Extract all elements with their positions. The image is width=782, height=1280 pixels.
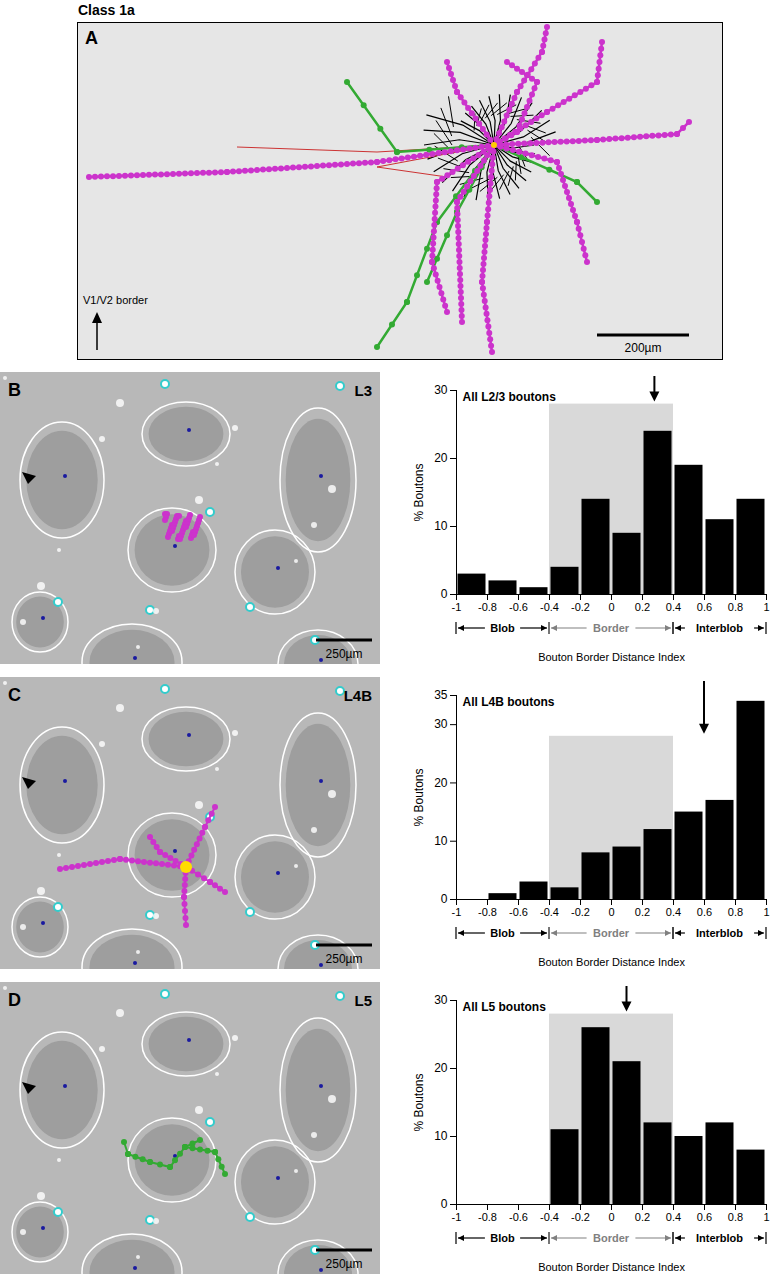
svg-text:35: 35 [434,688,448,702]
svg-text:-0.6: -0.6 [509,1211,528,1223]
svg-text:All L4B boutons: All L4B boutons [463,695,555,709]
svg-text:All L5 boutons: All L5 boutons [463,1000,547,1014]
svg-text:0.2: 0.2 [635,906,650,918]
svg-text:0: 0 [608,906,614,918]
svg-text:0.4: 0.4 [666,1211,681,1223]
svg-text:Blob: Blob [490,622,515,634]
svg-text:% Boutons: % Boutons [412,463,426,521]
svg-text:250µm: 250µm [326,1257,363,1271]
svg-text:10: 10 [434,1129,448,1143]
svg-text:B: B [8,380,21,400]
svg-text:20: 20 [434,776,448,790]
svg-text:1: 1 [763,601,769,613]
svg-text:0.6: 0.6 [697,601,712,613]
svg-text:0: 0 [608,1211,614,1223]
svg-text:30: 30 [434,383,448,397]
svg-text:1: 1 [763,906,769,918]
svg-text:% Boutons: % Boutons [412,768,426,826]
svg-text:0.6: 0.6 [697,1211,712,1223]
svg-text:0: 0 [608,601,614,613]
svg-text:30: 30 [434,717,448,731]
svg-text:-0.8: -0.8 [478,906,497,918]
svg-text:-0.8: -0.8 [478,1211,497,1223]
svg-text:0: 0 [441,892,448,906]
svg-text:L3: L3 [354,382,372,399]
svg-text:Border: Border [593,622,630,634]
svg-text:10: 10 [434,519,448,533]
svg-text:-0.4: -0.4 [540,1211,559,1223]
svg-text:Border: Border [593,1232,630,1244]
svg-text:0.2: 0.2 [635,601,650,613]
svg-text:0.8: 0.8 [728,906,743,918]
svg-text:0.8: 0.8 [728,1211,743,1223]
svg-text:Border: Border [593,927,630,939]
svg-text:1: 1 [763,1211,769,1223]
svg-text:Bouton Border Distance Index: Bouton Border Distance Index [538,1261,685,1273]
svg-text:Blob: Blob [490,927,515,939]
html-text:Class 1a: Class 1a [78,2,135,18]
svg-text:0.4: 0.4 [666,601,681,613]
svg-text:250µm: 250µm [326,647,363,661]
svg-text:20: 20 [434,1061,448,1075]
svg-text:All L2/3 boutons: All L2/3 boutons [463,390,557,404]
svg-text:-0.2: -0.2 [571,601,590,613]
svg-text:-0.6: -0.6 [509,601,528,613]
svg-text:V1/V2 border: V1/V2 border [83,294,148,306]
svg-text:-1: -1 [452,601,462,613]
svg-text:-0.2: -0.2 [571,906,590,918]
svg-text:10: 10 [434,834,448,848]
svg-text:Bouton Border Distance Index: Bouton Border Distance Index [538,651,685,663]
svg-text:-0.4: -0.4 [540,906,559,918]
svg-text:30: 30 [434,993,448,1007]
svg-text:200µm: 200µm [625,341,662,355]
svg-text:D: D [8,990,21,1010]
svg-text:20: 20 [434,451,448,465]
svg-text:-0.4: -0.4 [540,601,559,613]
svg-text:L5: L5 [354,992,372,1009]
svg-text:-1: -1 [452,1211,462,1223]
svg-text:Interblob: Interblob [696,927,743,939]
svg-text:0.4: 0.4 [666,906,681,918]
svg-text:0: 0 [441,587,448,601]
svg-text:0.6: 0.6 [697,906,712,918]
svg-text:L4B: L4B [344,687,373,704]
svg-text:-0.2: -0.2 [571,1211,590,1223]
svg-text:-1: -1 [452,906,462,918]
svg-text:0: 0 [441,1197,448,1211]
svg-text:A: A [85,28,98,48]
svg-text:0.8: 0.8 [728,601,743,613]
svg-text:Interblob: Interblob [696,622,743,634]
svg-text:Blob: Blob [490,1232,515,1244]
svg-text:% Boutons: % Boutons [412,1073,426,1131]
svg-text:Interblob: Interblob [696,1232,743,1244]
svg-text:0.2: 0.2 [635,1211,650,1223]
svg-text:-0.8: -0.8 [478,601,497,613]
svg-text:Bouton Border Distance Index: Bouton Border Distance Index [538,956,685,968]
svg-text:250µm: 250µm [326,952,363,966]
svg-text:-0.6: -0.6 [509,906,528,918]
svg-text:C: C [8,685,21,705]
